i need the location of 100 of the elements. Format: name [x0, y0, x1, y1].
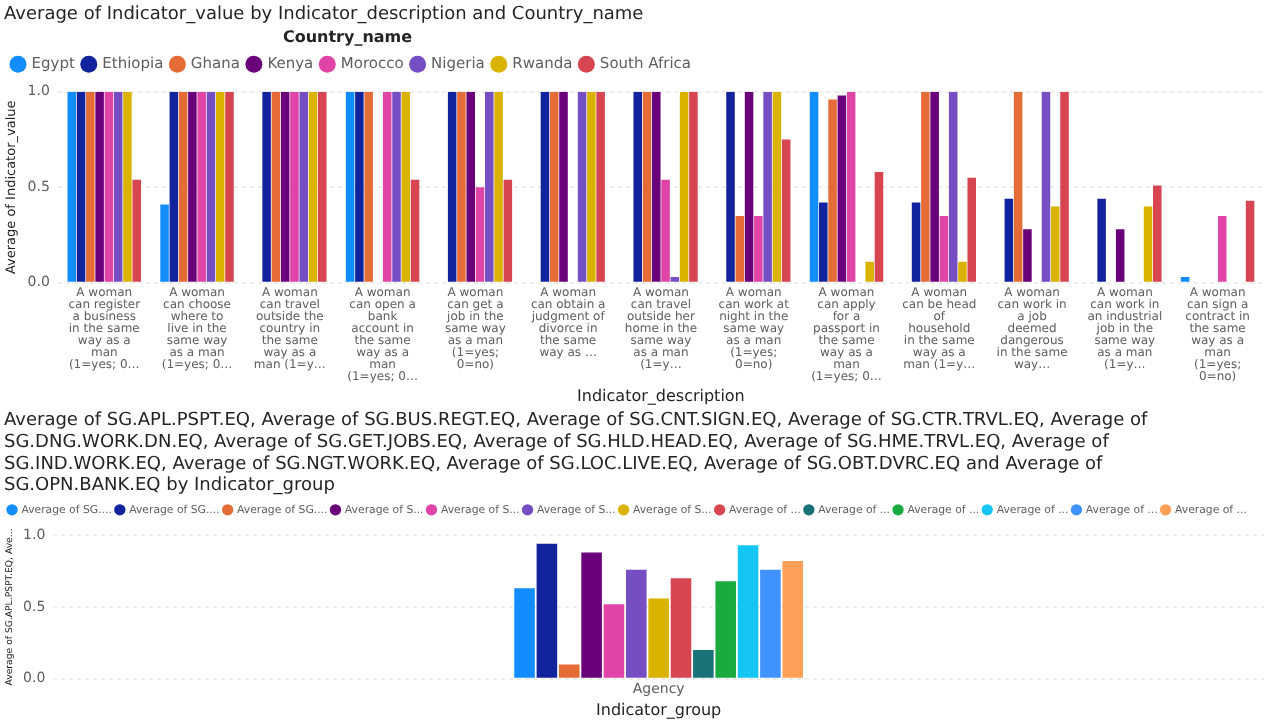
bar: [1013, 91, 1023, 282]
bar: [744, 91, 754, 282]
bar: [782, 561, 804, 678]
bar: [382, 91, 392, 282]
bar: [603, 604, 625, 678]
bar: [475, 187, 485, 282]
bar: [206, 91, 216, 282]
bar: [689, 91, 698, 282]
bar: [626, 569, 647, 678]
bar: [457, 91, 466, 282]
bar: [494, 91, 503, 282]
bar: [318, 91, 327, 282]
bar: [581, 552, 602, 678]
bar: [772, 91, 782, 282]
bar: [299, 91, 308, 282]
bar: [781, 139, 791, 282]
bar: [401, 91, 411, 282]
bar: [1115, 229, 1125, 282]
bar: [1023, 229, 1032, 282]
bar: [95, 91, 104, 282]
bar: [132, 179, 141, 282]
bar: [642, 91, 652, 282]
bar: [549, 91, 559, 282]
bar: [652, 91, 661, 282]
bar: [308, 91, 318, 282]
bar: [1060, 91, 1069, 282]
bar: [104, 91, 114, 282]
bar: [262, 91, 271, 282]
bar: [86, 91, 95, 282]
bar: [392, 91, 401, 282]
bar: [466, 91, 475, 282]
bar: [76, 91, 86, 282]
bar: [1004, 198, 1014, 282]
bar: [865, 261, 874, 282]
bar: [874, 172, 884, 282]
bar: [715, 581, 736, 678]
bar: [754, 215, 763, 282]
bar: [958, 261, 967, 282]
bar: [1153, 185, 1162, 282]
bar: [447, 91, 457, 282]
bar: [735, 215, 745, 282]
bar: [364, 91, 373, 282]
bar: [763, 91, 772, 282]
bar: [930, 91, 939, 282]
bar: [760, 569, 781, 678]
bar: [169, 91, 179, 282]
bar: [679, 91, 689, 282]
bar: [1050, 206, 1060, 282]
bar: [503, 179, 513, 282]
bar: [355, 91, 364, 282]
bar: [939, 215, 949, 282]
bar: [577, 91, 587, 282]
bar: [596, 91, 605, 282]
bar: [828, 99, 837, 282]
bar: [1217, 215, 1227, 282]
bar: [648, 598, 669, 678]
bar: [410, 179, 420, 282]
bar: [178, 91, 188, 282]
bar: [819, 202, 828, 282]
bar: [345, 91, 355, 282]
chart-title: Average of Indicator_value by Indicator_description and Country_name: [4, 5, 645, 26]
bar: [837, 95, 847, 282]
bar: [67, 91, 77, 282]
bar: [921, 91, 930, 282]
bar: [967, 177, 977, 282]
bar: [485, 91, 494, 282]
chart-title: Average of SG.APL.PSPT.EQ, Average of SG.BUS.REGT.EQ, Average of SG.CNT.SIGN.EQ, Average of SG.CTR.TRVL.EQ, Average of SG.DNG.WORK.DN.EQ, Average of SG.GET.JOBS.EQ, Average of SG.HLD.HEAD.EQ, Average of SG.HME.TRVL.EQ, Average of SG.IND.WORK.EQ, Average of SG.NGT.WORK.EQ, Average of SG.LOC.LIVE.EQ, Average of SG.OBT.DVRC.EQ and Average of SG.OPN.BANK.EQ by Indicator_group: [4, 411, 1150, 497]
x-axis-title: Indicator_description: [577, 386, 745, 405]
bar: [280, 91, 290, 282]
bar: [670, 578, 692, 678]
bar: [1245, 200, 1255, 282]
bar: [271, 91, 281, 282]
bar: [197, 91, 206, 282]
bar: [726, 91, 735, 282]
bar: [123, 91, 132, 282]
bar: [587, 91, 596, 282]
bar: [693, 650, 714, 678]
bar: [1143, 206, 1153, 282]
bar: [536, 543, 558, 678]
bar: [514, 588, 535, 678]
bar: [633, 91, 643, 282]
bar: [540, 91, 550, 282]
bar: [911, 202, 921, 282]
bar: [559, 91, 568, 282]
bar: [846, 91, 856, 282]
bar: [215, 91, 225, 282]
bar: [113, 91, 123, 282]
x-axis-title: Indicator_group: [596, 700, 722, 719]
bar: [661, 179, 670, 282]
bar: [1097, 198, 1106, 282]
bar: [948, 91, 958, 282]
bar: [737, 545, 759, 678]
bar: [188, 91, 197, 282]
bar: [290, 91, 299, 282]
legend-title: Country_name: [282, 27, 414, 46]
bar: [225, 91, 234, 282]
bar: [160, 204, 169, 282]
bar: [558, 664, 580, 678]
bar: [809, 91, 819, 282]
bar: [1041, 91, 1051, 282]
